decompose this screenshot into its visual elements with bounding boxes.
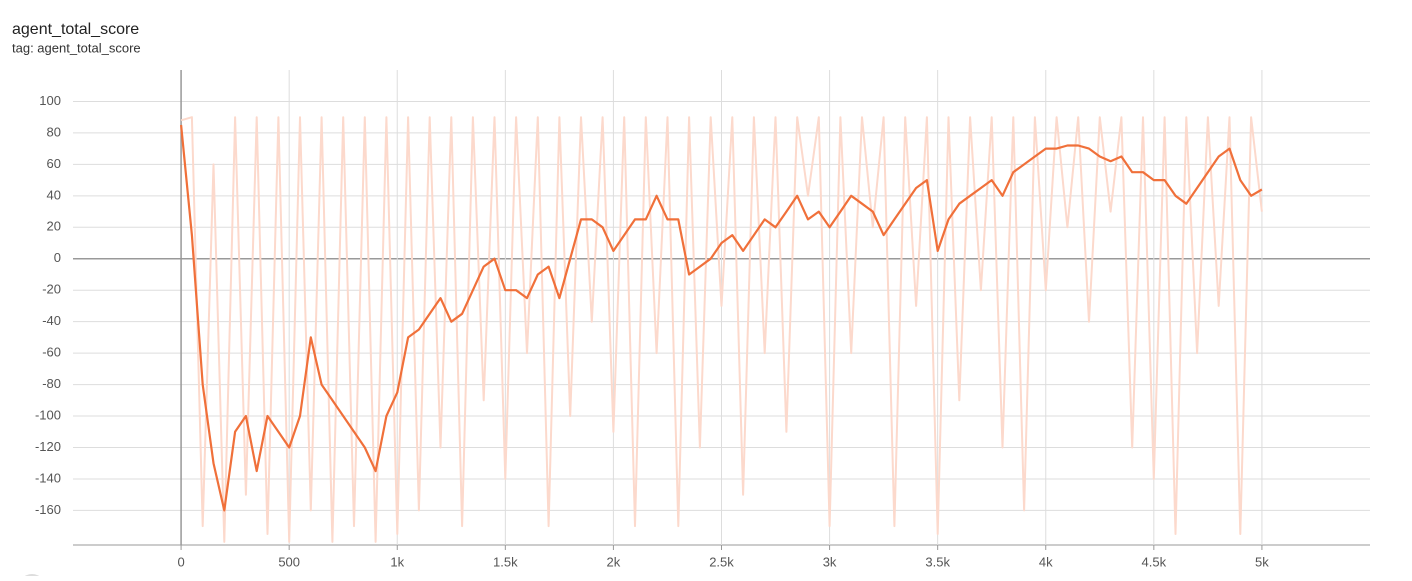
y-tick-label: -120 (35, 439, 61, 454)
x-tick-label: 3k (823, 554, 837, 569)
y-tick-label: -100 (35, 407, 61, 422)
y-tick-label: -140 (35, 470, 61, 485)
y-tick-label: 80 (47, 124, 61, 139)
x-tick-label: 2.5k (709, 554, 734, 569)
y-tick-label: 0 (54, 250, 61, 265)
x-tick-label: 500 (278, 554, 300, 569)
y-tick-label: 60 (47, 156, 61, 171)
x-tick-label: 1k (390, 554, 404, 569)
plot-area (180, 116, 1263, 543)
y-tick-label: 20 (47, 219, 61, 234)
x-tick-label: 0 (177, 554, 184, 569)
x-tick-label: 2k (607, 554, 621, 569)
y-tick-label: -20 (42, 282, 61, 297)
y-tick-label: -80 (42, 376, 61, 391)
x-tick-label: 1.5k (493, 554, 518, 569)
x-tick-label: 3.5k (925, 554, 950, 569)
y-tick-label: 100 (39, 93, 61, 108)
raw-line (180, 116, 1263, 543)
chart-subtitle: tag: agent_total_score (12, 40, 141, 55)
x-tick-label: 4k (1039, 554, 1053, 569)
y-tick-label: 40 (47, 187, 61, 202)
chart-title: agent_total_score (12, 21, 139, 38)
y-tick-label: -40 (42, 313, 61, 328)
smoothed-line (180, 124, 1263, 512)
y-tick-label: -60 (42, 345, 61, 360)
x-tick-label: 4.5k (1142, 554, 1167, 569)
y-tick-label: -160 (35, 502, 61, 517)
x-tick-label: 5k (1255, 554, 1269, 569)
